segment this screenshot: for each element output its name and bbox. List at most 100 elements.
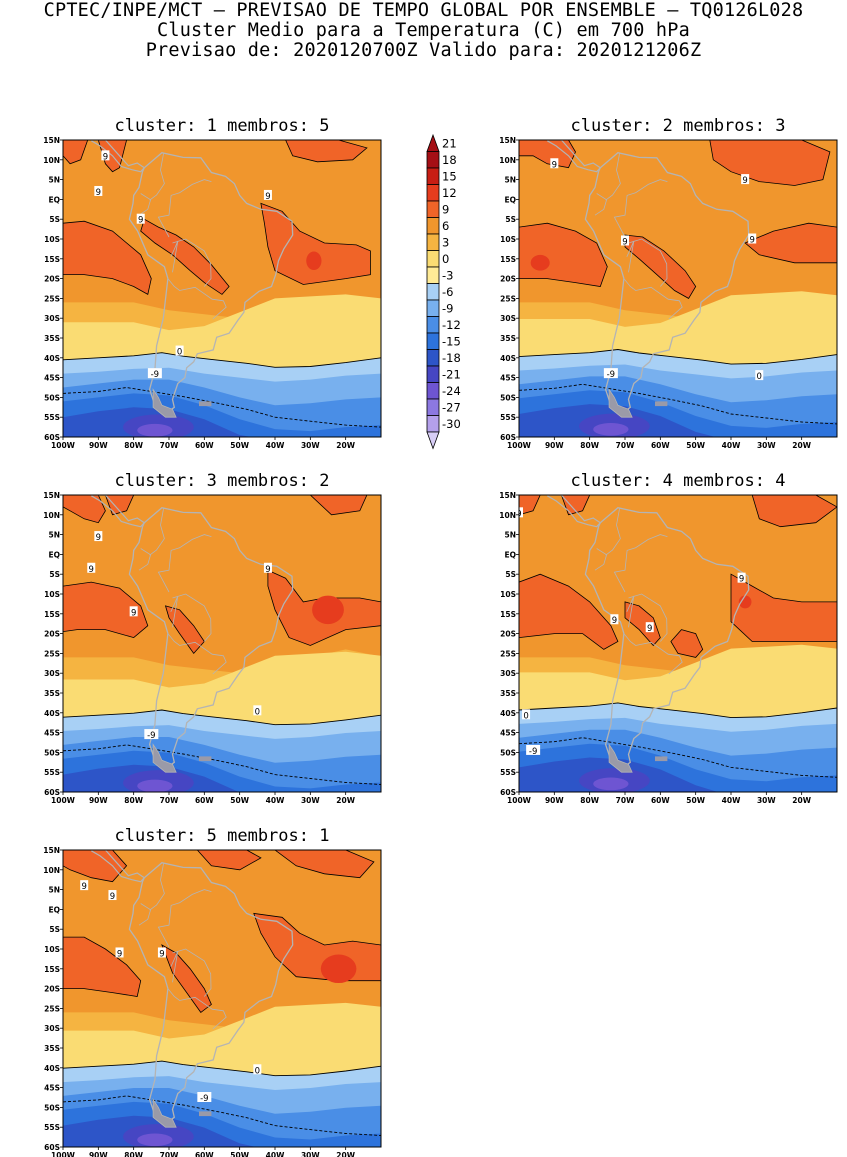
- country-border: [138, 548, 152, 571]
- colorbar-label: 9: [442, 202, 449, 216]
- lat-label: 10N: [499, 156, 516, 165]
- lat-label: 5S: [505, 215, 516, 224]
- country-border: [138, 903, 152, 926]
- map-frame: [518, 139, 838, 438]
- contour-label-bg: [197, 1092, 212, 1102]
- lon-label: 50W: [686, 441, 705, 450]
- isotherm-minus-9: [519, 383, 837, 425]
- lat-label: 15N: [43, 491, 60, 500]
- colorbar-top-arrow: [426, 133, 440, 152]
- contour-label: 9: [647, 624, 652, 634]
- country-border: [172, 238, 212, 287]
- contour-label-bg: [144, 729, 159, 740]
- band-9: [63, 850, 381, 1029]
- isotherm-0: [63, 352, 381, 368]
- lat-label: 45S: [44, 374, 60, 383]
- lat-label: 15S: [44, 610, 60, 619]
- contour-label-bg: [741, 174, 750, 185]
- cold-core-inner: [593, 777, 629, 791]
- country-border: [149, 862, 165, 911]
- isotherm-0: [519, 349, 837, 365]
- colorbar-segment: [426, 365, 440, 383]
- colorbar-segment: [426, 382, 440, 400]
- lat-label: 10N: [43, 156, 60, 165]
- map-panel-3: 9 9 9 9 0 -9 15N 10N 5N EQ 5S 10S 15S 20S 25S 30S 35S 40S…: [43, 471, 382, 805]
- map-panel-2: 9 9 9 9 0 -9 15N 10N 5N EQ 5S 10S 15S 20S 25S 30S 35S 40S…: [499, 116, 838, 450]
- lat-label: 5N: [49, 176, 61, 185]
- isotherm-0: [519, 702, 837, 719]
- lat-label: 55S: [500, 768, 516, 777]
- country-border: [149, 152, 165, 201]
- band-9: [63, 495, 381, 674]
- lat-label: 45S: [500, 374, 516, 383]
- contour-label-bg: [101, 150, 110, 161]
- lat-label: 20S: [44, 630, 60, 639]
- lon-label: 30W: [301, 441, 320, 450]
- contour-label-bg: [129, 606, 138, 617]
- contour-label: 0: [177, 348, 182, 358]
- warm-region-12: [519, 573, 619, 650]
- lat-label: 35S: [500, 334, 516, 343]
- colorbar-label: 0: [442, 252, 449, 266]
- isotherm-minus-9: [63, 744, 381, 785]
- lon-label: 30W: [757, 796, 776, 805]
- contour-label: 0: [523, 711, 528, 721]
- contour-label-bg: [603, 368, 618, 379]
- contour-label: 9: [96, 188, 101, 198]
- warm-region-12: [164, 605, 205, 655]
- lat-label: 55S: [44, 1123, 60, 1132]
- lat-label: EQ: [49, 550, 61, 559]
- colorbar-segment: [426, 398, 440, 416]
- contour-label-bg: [87, 562, 96, 573]
- lat-label: EQ: [505, 195, 517, 204]
- warm-core-15: [312, 595, 344, 625]
- lat-label: 10N: [43, 511, 60, 520]
- lat-label: 15N: [499, 136, 516, 145]
- country-border: [170, 950, 179, 983]
- lat-label: 20S: [500, 630, 516, 639]
- colorbar-segment: [426, 266, 440, 284]
- country-border: [605, 152, 621, 201]
- lon-label: 80W: [124, 1151, 143, 1157]
- warm-core-15: [320, 954, 357, 984]
- country-border: [626, 595, 635, 628]
- warm-region-12: [624, 601, 661, 647]
- lat-label: 40S: [44, 1064, 60, 1073]
- warm-region-12: [751, 495, 837, 528]
- lat-label: 30S: [44, 1024, 60, 1033]
- lon-label: 90W: [89, 796, 108, 805]
- isotherm-minus-9: [63, 387, 381, 428]
- coastline-central-america: [546, 140, 602, 173]
- lat-label: 15S: [500, 255, 516, 264]
- country-border: [167, 988, 227, 1030]
- lat-label: 5S: [49, 925, 60, 934]
- coastline: [584, 151, 750, 414]
- lat-label: 10N: [499, 511, 516, 520]
- lon-label: 40W: [722, 441, 741, 450]
- map-panel-1: 9 9 9 9 0 -9 15N 10N 5N EQ 5S 10S 15S 20S 25S 30S 35S 40S…: [43, 116, 382, 450]
- lat-label: 45S: [500, 729, 516, 738]
- contour-label-bg: [519, 507, 523, 518]
- contour-label: -9: [151, 370, 159, 380]
- lat-label: 40S: [44, 354, 60, 363]
- contour-label: -9: [529, 747, 537, 757]
- warm-region-12: [519, 222, 608, 287]
- contour-label: 0: [757, 372, 762, 382]
- lat-label: 40S: [500, 354, 516, 363]
- title-line-2: Cluster Medio para a Temperatura (C) em …: [157, 20, 690, 41]
- lat-label: 40S: [44, 709, 60, 718]
- lon-label: 100W: [51, 441, 76, 450]
- contour-label-bg: [522, 709, 531, 720]
- warm-region-12: [670, 629, 704, 658]
- panel-title: cluster: 1 membros: 5: [115, 116, 330, 136]
- lon-label: 60W: [651, 441, 670, 450]
- lon-label: 40W: [722, 796, 741, 805]
- coastline: [128, 506, 294, 769]
- lon-label: 70W: [160, 1151, 179, 1157]
- title-line-3: Previsao de: 2020120700Z Valido para: 20…: [145, 40, 702, 61]
- contour-label-bg: [748, 233, 757, 244]
- contour-label-bg: [645, 622, 654, 633]
- warm-core-15: [530, 254, 550, 271]
- lon-label: 50W: [230, 1151, 249, 1157]
